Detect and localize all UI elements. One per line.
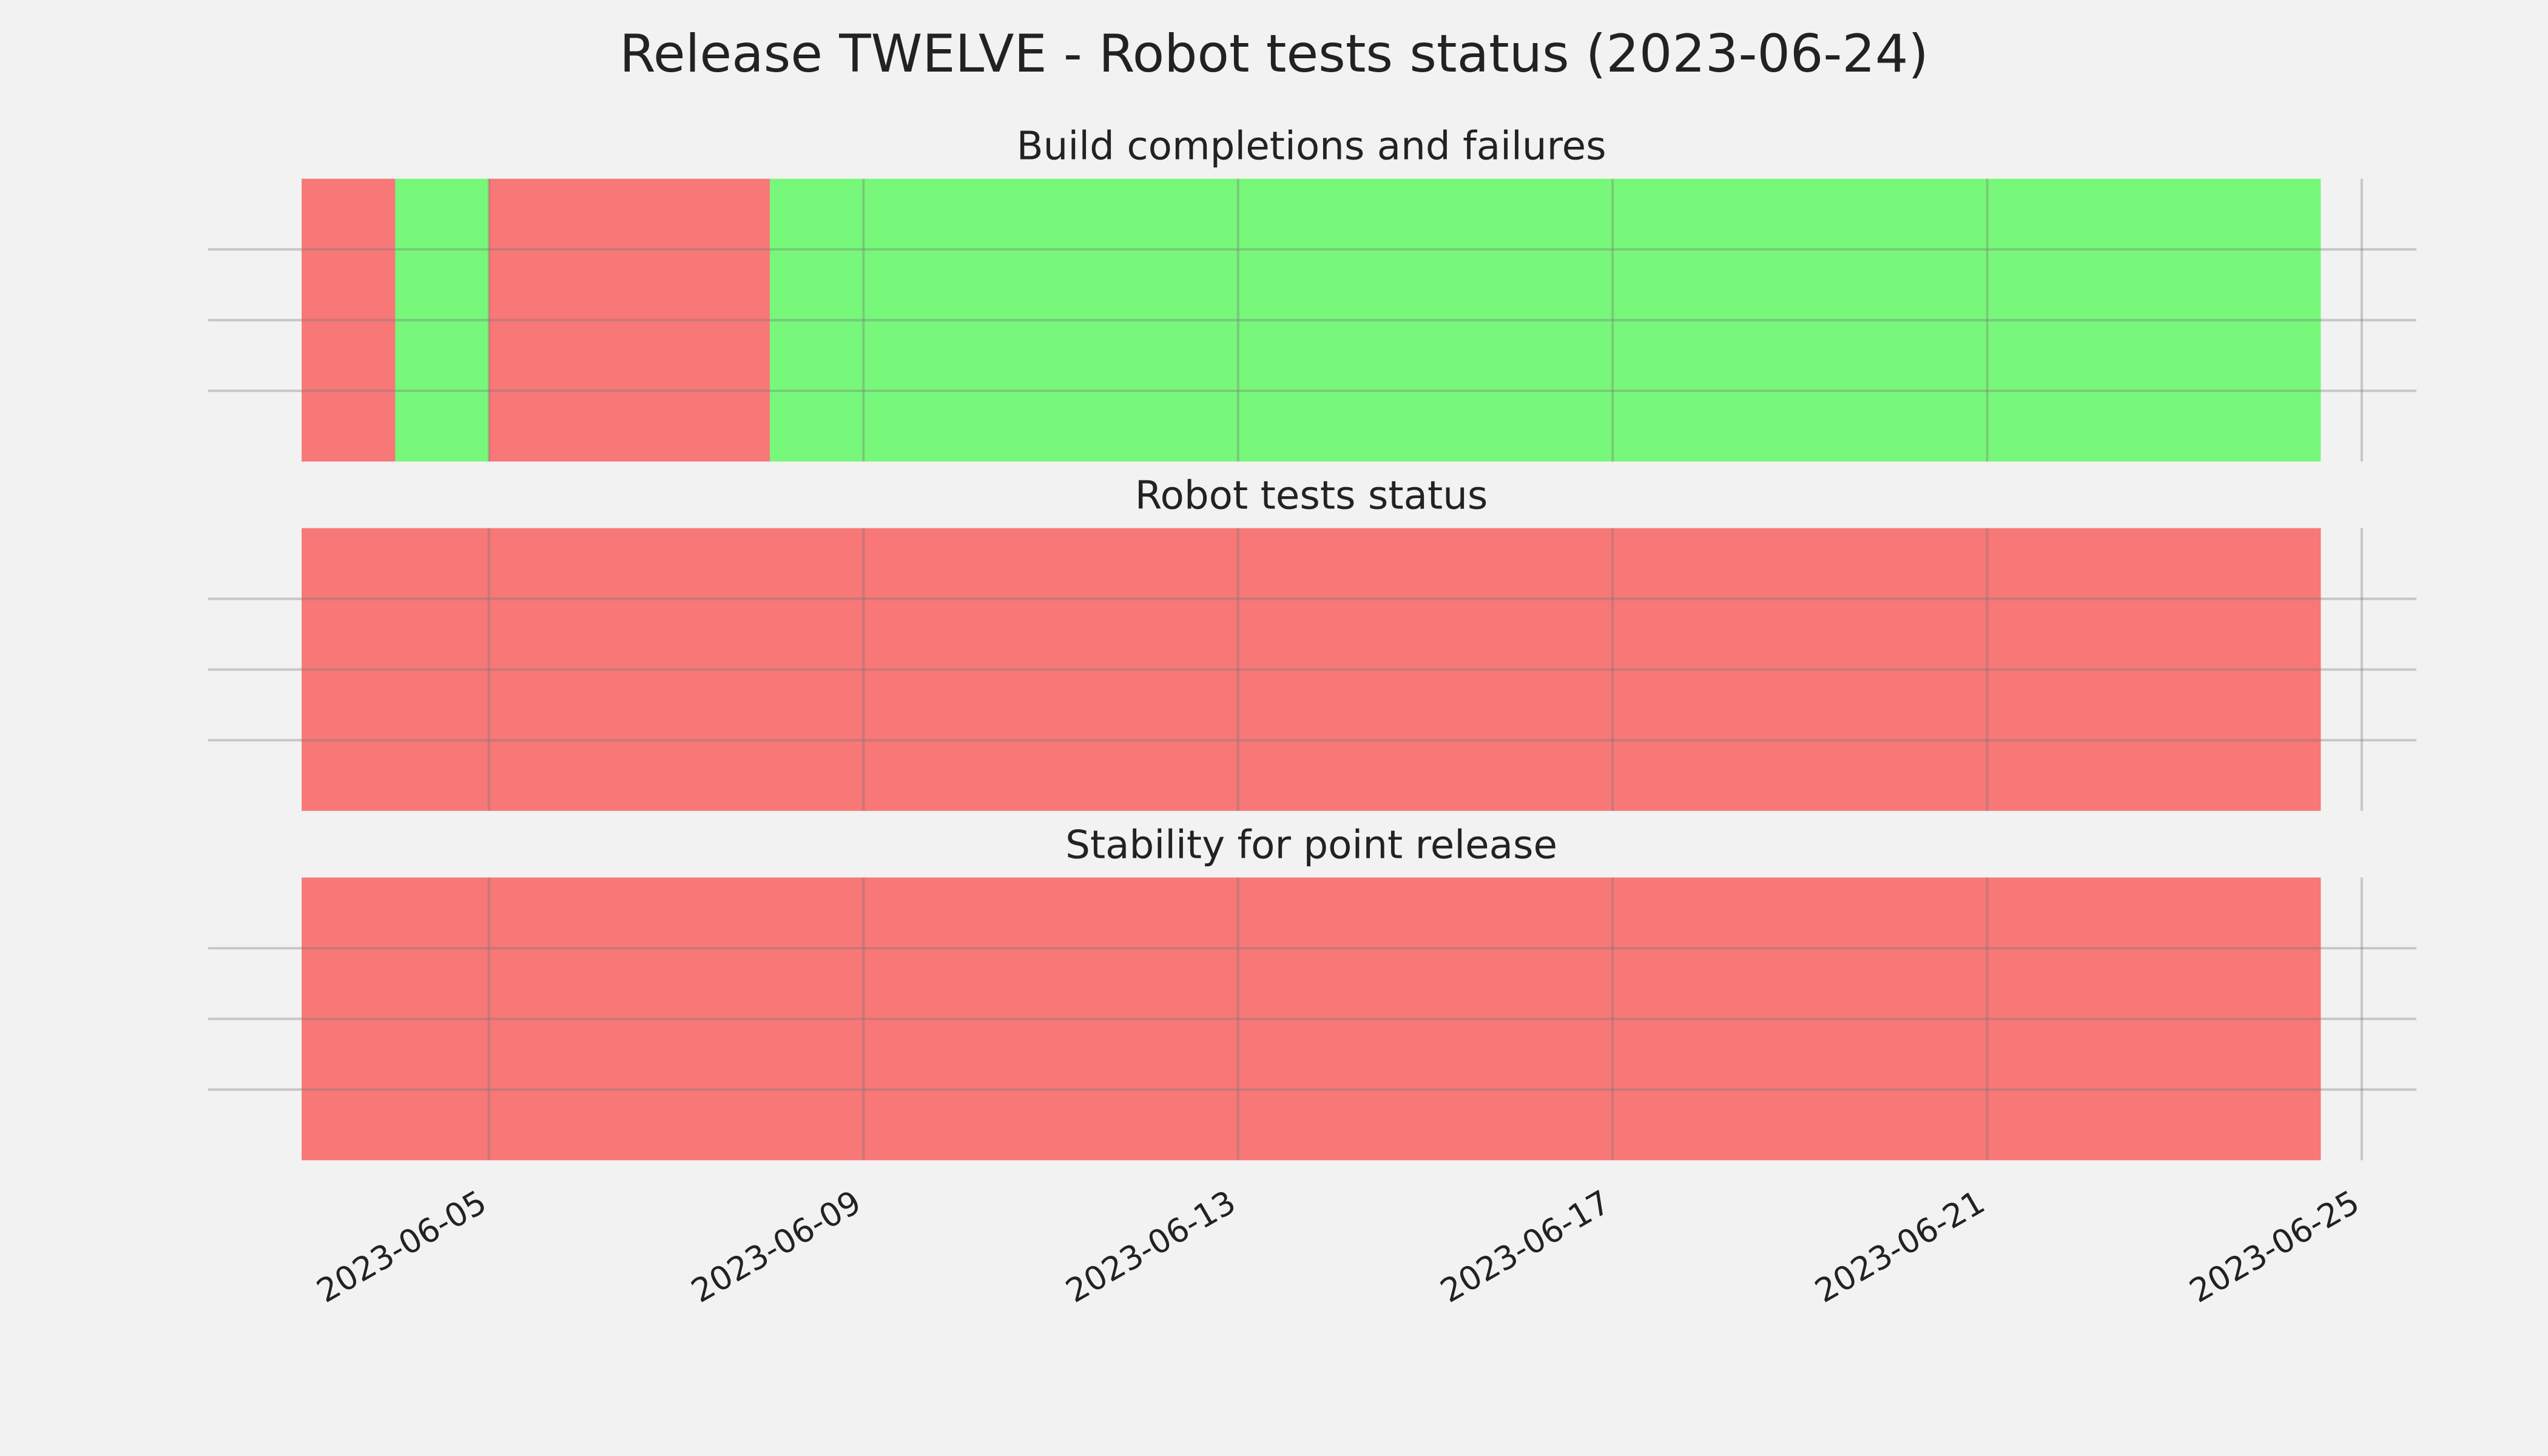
status-span (488, 178, 770, 462)
chart-title: Release TWELVE - Robot tests status (202… (619, 24, 1929, 84)
status-span (302, 178, 396, 462)
status-span (395, 178, 489, 462)
status-span (769, 178, 2321, 462)
subplot-title: Robot tests status (1135, 473, 1488, 518)
status-span (302, 877, 2321, 1161)
subplot-title: Build completions and failures (1017, 124, 1606, 169)
status-span (302, 528, 2321, 811)
subplot-title: Stability for point release (1065, 822, 1557, 868)
